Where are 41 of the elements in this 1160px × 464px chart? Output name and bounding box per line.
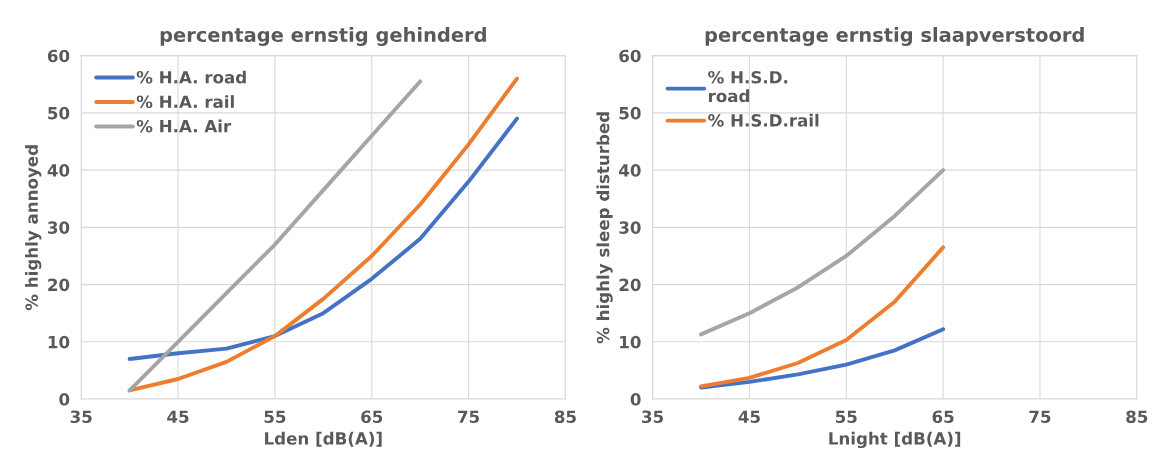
x-axis-title: Lden [dB(A)] <box>265 431 382 447</box>
legend-label: % H.S.D.rail <box>708 113 819 127</box>
x-axis-title: Lnight [dB(A)] <box>829 431 961 449</box>
y-axis-title: % highly sleep disturbed <box>596 112 613 344</box>
y-tick-label: 30 <box>48 221 70 234</box>
x-tick-label: 65 <box>361 410 383 424</box>
y-tick-label: 20 <box>619 278 641 292</box>
y-tick-label: 60 <box>619 49 641 63</box>
y-tick-label: 0 <box>59 393 70 406</box>
y-axis-title: % highly annoyed <box>25 145 42 311</box>
x-tick-label: 45 <box>167 410 189 424</box>
y-tick-label: 10 <box>620 335 641 349</box>
line-series <box>699 245 946 389</box>
x-tick-label: 55 <box>835 410 857 424</box>
y-tick-label: 50 <box>48 106 70 120</box>
y-tick-label: 0 <box>630 393 641 406</box>
chart-title: percentage ernstig gehinderd <box>160 27 486 46</box>
y-tick-label: 50 <box>619 106 641 120</box>
y-tick-label: 30 <box>619 221 641 234</box>
legend-label: % H.A. road <box>136 70 246 84</box>
legend-label: % H.A. rail <box>136 95 234 109</box>
line-series <box>699 327 946 390</box>
y-tick-label: 40 <box>619 164 641 177</box>
x-tick-label: 85 <box>1126 410 1148 424</box>
line-series <box>699 168 946 337</box>
x-tick-label: 65 <box>932 410 954 424</box>
x-tick-label: 85 <box>554 410 576 424</box>
legend-label: % H.A. Air <box>136 119 232 133</box>
legend-label: % H.S.D. road <box>708 70 788 103</box>
y-tick-label: 10 <box>48 335 70 349</box>
line-series <box>127 116 519 361</box>
y-tick-label: 40 <box>47 164 70 177</box>
x-tick-label: 75 <box>458 410 480 424</box>
x-tick-label: 55 <box>264 410 286 424</box>
x-tick-label: 35 <box>642 410 664 424</box>
y-tick-label: 20 <box>48 278 70 292</box>
x-tick-label: 45 <box>738 410 760 424</box>
x-tick-label: 75 <box>1029 410 1051 424</box>
x-tick-label: 35 <box>70 410 92 424</box>
y-tick-label: 60 <box>47 49 70 63</box>
chart-title: percentage ernstig slaapverstoord <box>705 27 1084 46</box>
